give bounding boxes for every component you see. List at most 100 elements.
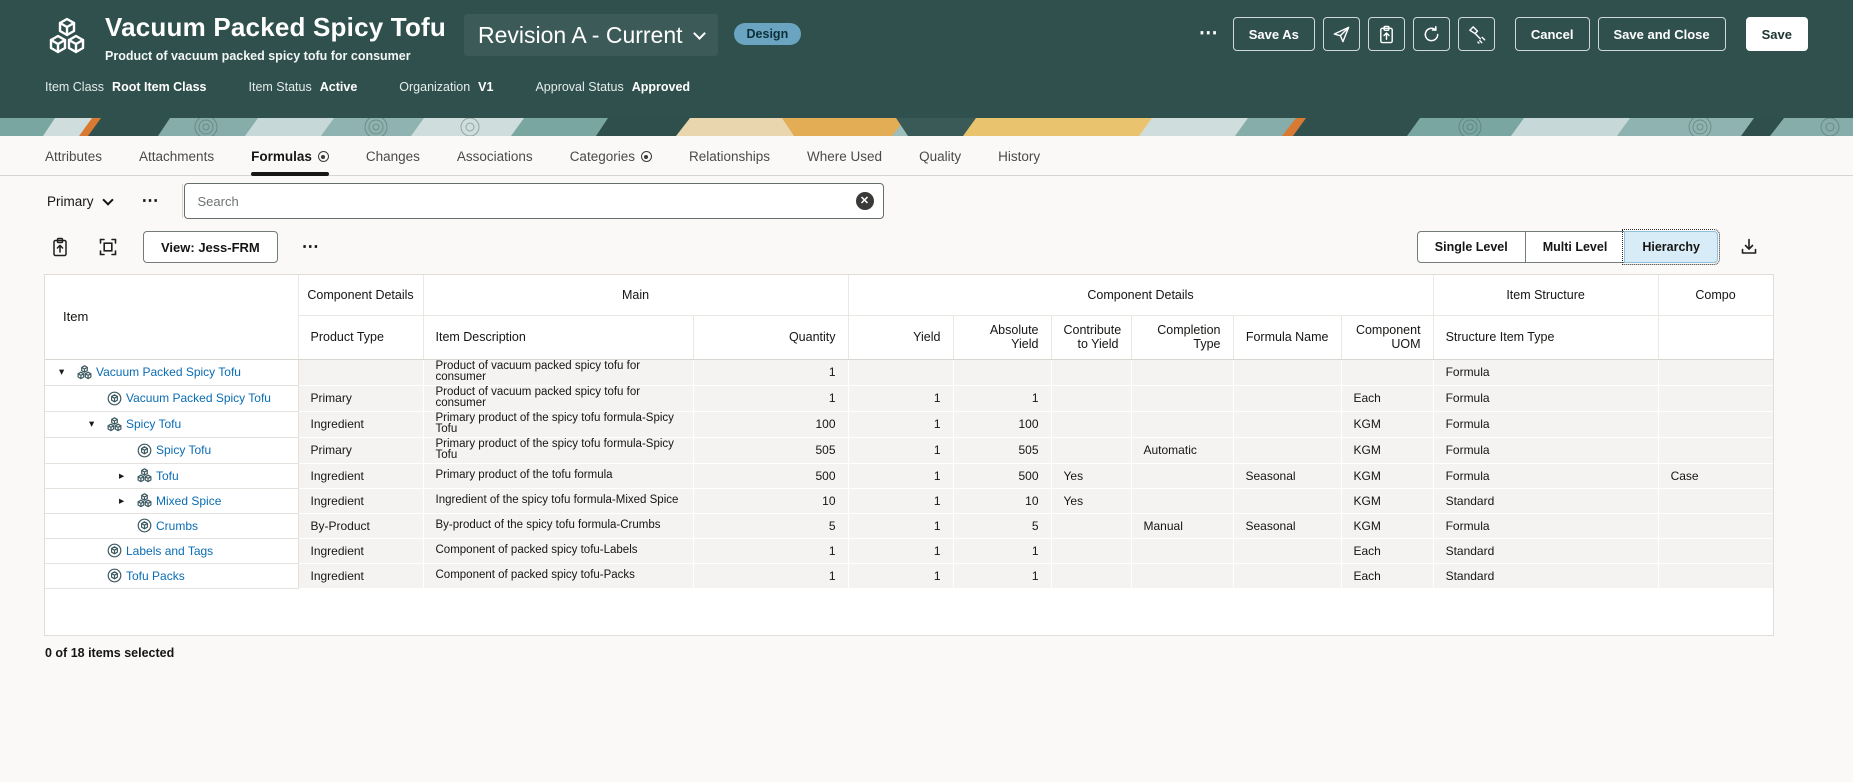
filter-more-button[interactable]: ⋯: [136, 187, 166, 215]
table-row[interactable]: Tofu Packs Ingredient Component of packed …: [45, 563, 1773, 589]
expand-table-button[interactable]: [93, 232, 123, 262]
cell-structure-item-type: Formula: [1433, 385, 1659, 412]
tab-quality[interactable]: Quality: [919, 149, 961, 175]
view-selector-button[interactable]: View: Jess-FRM: [143, 231, 278, 263]
cell-contribute-to-yield: [1051, 563, 1132, 589]
cell-completion-type: [1131, 463, 1234, 489]
item-link[interactable]: Tofu Packs: [126, 568, 185, 583]
search-input[interactable]: [183, 183, 884, 219]
cell-component-uom: Each: [1341, 385, 1434, 412]
item-link[interactable]: Vacuum Packed Spicy Tofu: [126, 391, 271, 405]
cell-component-extra: [1658, 563, 1773, 589]
paste-button[interactable]: [45, 232, 75, 262]
table-row[interactable]: ▸ Tofu Ingredient Primary product of the to…: [45, 463, 1773, 489]
item-cell: Tofu Packs: [45, 563, 299, 589]
cancel-button[interactable]: Cancel: [1514, 17, 1590, 51]
table-row[interactable]: Crumbs By-Product By-product of the spicy …: [45, 513, 1773, 539]
item-link[interactable]: Vacuum Packed Spicy Tofu: [96, 365, 241, 379]
search-clear-icon[interactable]: ✕: [855, 192, 874, 210]
cell-quantity: 1: [693, 563, 849, 589]
save-and-close-button[interactable]: Save and Close: [1597, 17, 1726, 51]
header-more-button[interactable]: ⋯: [1193, 17, 1225, 51]
save-button[interactable]: Save: [1745, 17, 1808, 51]
item-link[interactable]: Spicy Tofu: [126, 417, 182, 431]
cell-component-extra: [1658, 385, 1773, 412]
item-link[interactable]: Crumbs: [156, 518, 199, 533]
cell-completion-type: [1131, 488, 1234, 514]
level-switcher: Single Level Multi Level Hierarchy: [1416, 229, 1764, 265]
save-as-button[interactable]: Save As: [1232, 17, 1315, 51]
tab-attributes[interactable]: Attributes: [45, 149, 102, 175]
expand-node-icon[interactable]: ▸: [119, 494, 125, 507]
column-header-component-extra: [1657, 314, 1773, 360]
expand-node-icon[interactable]: ▸: [119, 469, 125, 482]
revision-select[interactable]: Revision A - Current: [464, 14, 718, 56]
item-icon: [137, 518, 153, 533]
cell-structure-item-type: Formula: [1433, 463, 1659, 489]
share-button[interactable]: [1322, 17, 1360, 51]
tab-categories[interactable]: Categories: [570, 149, 652, 175]
meta-value: Approved: [631, 80, 691, 94]
cell-description: By-product of the spicy tofu formula-Cru…: [423, 513, 694, 539]
item-link[interactable]: Tofu: [156, 468, 179, 483]
cell-formula-name: Seasonal: [1233, 463, 1342, 489]
group-header-row: Item Component Details Main Component Detai…: [45, 275, 1773, 360]
tab-attachments[interactable]: Attachments: [139, 149, 214, 175]
cell-yield: 1: [848, 563, 954, 589]
tab-formulas[interactable]: Formulas: [251, 149, 329, 176]
column-header-quantity: Quantity: [692, 314, 849, 360]
clipboard-up-icon: [1379, 25, 1393, 43]
filter-row: Primary ⋯ ✕: [0, 176, 1853, 225]
hierarchy-button[interactable]: Hierarchy: [1622, 229, 1720, 265]
cell-structure-item-type: Standard: [1433, 563, 1659, 589]
check-out-button[interactable]: [1367, 17, 1405, 51]
cell-absolute-yield: 1: [953, 563, 1052, 589]
table-row[interactable]: Labels and Tags Ingredient Component of pa…: [45, 538, 1773, 564]
multi-level-button[interactable]: Multi Level: [1524, 231, 1626, 263]
cell-yield: 1: [848, 437, 954, 464]
tab-history[interactable]: History: [998, 149, 1040, 175]
column-header-yield: Yield: [847, 314, 954, 360]
item-icon: [107, 568, 123, 583]
item-cell: Vacuum Packed Spicy Tofu: [45, 385, 299, 412]
cell-description: Product of vacuum packed spicy tofu for …: [423, 359, 694, 386]
toolbar-more-button[interactable]: ⋯: [296, 233, 326, 261]
item-link[interactable]: Spicy Tofu: [156, 443, 212, 457]
table-row[interactable]: ▸ Mixed Spice Ingredient Ingredient of the …: [45, 488, 1773, 514]
cell-quantity: 100: [693, 411, 849, 438]
tab-where-used[interactable]: Where Used: [807, 149, 882, 175]
collapse-node-icon[interactable]: ▾: [89, 418, 95, 430]
meta-value: V1: [478, 80, 494, 94]
cell-formula-name: [1233, 538, 1342, 564]
tab-associations[interactable]: Associations: [457, 149, 533, 175]
download-button[interactable]: [1734, 232, 1764, 262]
single-level-button[interactable]: Single Level: [1416, 231, 1526, 263]
audit-trail-button[interactable]: [1457, 17, 1495, 51]
table-row[interactable]: ▾ Vacuum Packed Spicy Tofu Product of vacu…: [45, 359, 1773, 386]
item-link[interactable]: Mixed Spice: [156, 493, 222, 508]
scope-select-value: Primary: [47, 193, 94, 209]
tab-label: Quality: [919, 149, 962, 164]
cell-yield: 1: [848, 488, 954, 514]
cell-absolute-yield: 5: [953, 513, 1052, 539]
tree-node: ▸ Tofu: [45, 464, 297, 488]
item-link[interactable]: Labels and Tags: [126, 543, 214, 558]
table-row[interactable]: Spicy Tofu Primary Primary product of the …: [45, 437, 1773, 464]
refresh-button[interactable]: [1412, 17, 1450, 51]
cell-contribute-to-yield: [1051, 359, 1132, 386]
page-title: Vacuum Packed Spicy Tofu: [105, 12, 446, 42]
collapse-node-icon[interactable]: ▾: [59, 366, 65, 378]
table-row[interactable]: ▾ Spicy Tofu Ingredient Primary product of …: [45, 411, 1773, 438]
table-row[interactable]: Vacuum Packed Spicy Tofu Primary Product o…: [45, 385, 1773, 412]
tree-node: ▾ Vacuum Packed Spicy Tofu: [45, 360, 297, 385]
scope-select[interactable]: Primary: [45, 188, 114, 215]
item-icon: [107, 391, 123, 406]
item-cell: Crumbs: [45, 513, 299, 539]
meta-value: Root Item Class: [112, 80, 207, 94]
column-header-contribute-to-yield: Contribute to Yield: [1050, 314, 1132, 360]
tab-changes[interactable]: Changes: [366, 149, 420, 175]
cell-structure-item-type: Standard: [1433, 488, 1659, 514]
tree-node: Crumbs: [45, 514, 297, 538]
tab-relationships[interactable]: Relationships: [689, 149, 770, 175]
